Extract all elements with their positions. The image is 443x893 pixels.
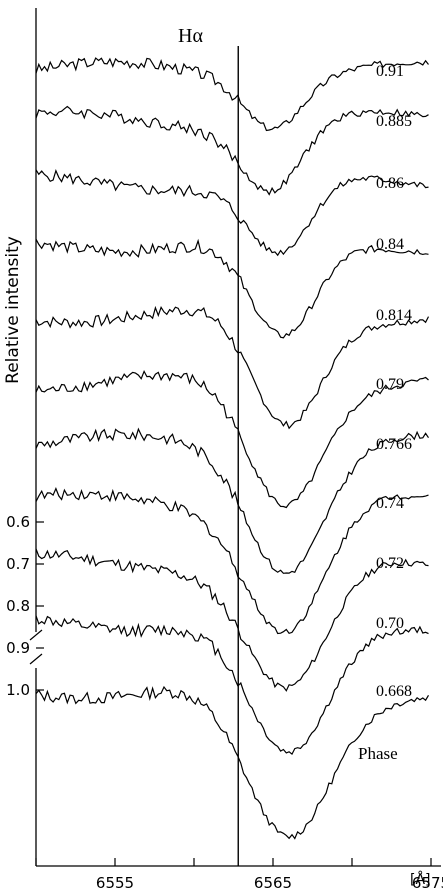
h-alpha-label: Hα: [178, 25, 203, 47]
phase-label: 0.86: [376, 175, 404, 192]
phase-label: 0.79: [376, 376, 404, 393]
spectrum-line: [35, 615, 429, 756]
axis-break-mark: [29, 629, 43, 665]
y-tick-label: 0.8: [6, 597, 30, 615]
phase-label: 0.72: [376, 555, 404, 572]
y-tick-label: 0.6: [6, 513, 30, 531]
spectrum-line: [35, 238, 429, 339]
x-tick-label: 6555: [96, 874, 134, 892]
x-tick-label: 6565: [254, 874, 292, 892]
phase-label: 0.91: [376, 63, 404, 80]
y-ticks: 1.0 0.9 0.8 0.7 0.6: [6, 513, 44, 699]
phase-label: 0.766: [376, 436, 412, 453]
spectrum-line: [35, 369, 429, 509]
y-tick-label: 0.9: [6, 639, 30, 657]
y-tick-label: 0.7: [6, 555, 30, 573]
phase-label: 0.668: [376, 683, 412, 700]
spectrum-line: [35, 548, 429, 692]
spectrum-line: [35, 105, 429, 196]
phase-labels: 0.91 0.885 0.86 0.84 0.814 0.79 0.766 0.74 0.72 0…: [376, 63, 412, 700]
x-ticks: 6555 6565 6575: [35, 858, 443, 892]
spectrum-line: [35, 685, 430, 840]
phase-label: 0.70: [376, 615, 404, 632]
x-unit-label: [Å]: [410, 871, 431, 888]
spectrum-line: [35, 487, 429, 635]
series-group: [35, 57, 430, 840]
phase-legend-title: Phase: [358, 744, 398, 763]
spectrum-line: [35, 305, 430, 430]
phase-label: 0.84: [376, 236, 404, 253]
phase-label: 0.885: [376, 113, 412, 130]
y-axis-title: Relative intensity: [3, 236, 23, 384]
y-tick-label: 1.0: [6, 681, 30, 699]
x-tick-label: 6575: [412, 874, 443, 892]
phase-label: 0.814: [376, 307, 412, 324]
spectrum-line: [35, 57, 429, 132]
spectrum-line: [35, 427, 429, 574]
phase-label: 0.74: [376, 495, 404, 512]
spectrum-line: [35, 168, 429, 257]
